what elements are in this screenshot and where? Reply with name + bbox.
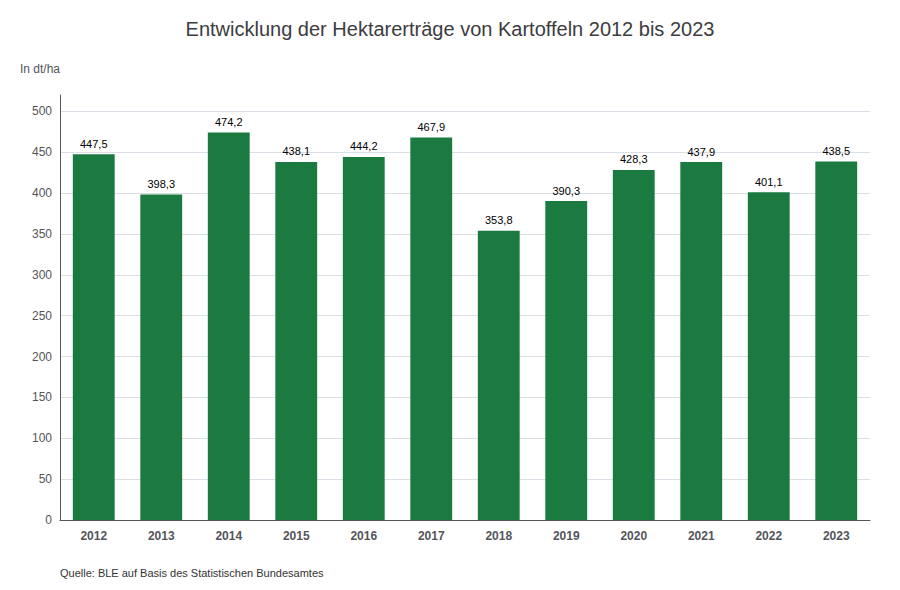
svg-text:2020: 2020 <box>620 529 647 543</box>
svg-text:2012: 2012 <box>80 529 107 543</box>
svg-text:2021: 2021 <box>688 529 715 543</box>
svg-text:150: 150 <box>32 390 52 404</box>
svg-text:2018: 2018 <box>485 529 512 543</box>
svg-text:444,2: 444,2 <box>350 140 378 152</box>
svg-text:428,3: 428,3 <box>620 153 648 165</box>
svg-text:50: 50 <box>39 472 53 486</box>
svg-text:447,5: 447,5 <box>80 138 108 150</box>
svg-text:2014: 2014 <box>215 529 242 543</box>
svg-text:2015: 2015 <box>283 529 310 543</box>
svg-text:2019: 2019 <box>553 529 580 543</box>
svg-text:438,5: 438,5 <box>822 145 850 157</box>
svg-text:467,9: 467,9 <box>417 121 445 133</box>
svg-text:474,2: 474,2 <box>215 116 243 128</box>
svg-text:2013: 2013 <box>148 529 175 543</box>
svg-text:300: 300 <box>32 268 52 282</box>
svg-text:390,3: 390,3 <box>552 185 580 197</box>
svg-text:200: 200 <box>32 350 52 364</box>
svg-text:2023: 2023 <box>823 529 850 543</box>
svg-text:2022: 2022 <box>755 529 782 543</box>
svg-text:In dt/ha: In dt/ha <box>20 62 60 76</box>
svg-text:353,8: 353,8 <box>485 214 513 226</box>
svg-text:250: 250 <box>32 309 52 323</box>
svg-text:2017: 2017 <box>418 529 445 543</box>
svg-text:400: 400 <box>32 186 52 200</box>
svg-text:100: 100 <box>32 431 52 445</box>
svg-text:Quelle: BLE auf Basis des Stat: Quelle: BLE auf Basis des Statistischen … <box>60 567 324 579</box>
svg-text:398,3: 398,3 <box>147 178 175 190</box>
svg-text:350: 350 <box>32 227 52 241</box>
svg-text:450: 450 <box>32 145 52 159</box>
svg-text:0: 0 <box>45 513 52 527</box>
svg-text:401,1: 401,1 <box>755 176 783 188</box>
svg-text:500: 500 <box>32 104 52 118</box>
svg-text:Entwicklung der Hektarerträge: Entwicklung der Hektarerträge von Kartof… <box>186 18 715 40</box>
svg-text:2016: 2016 <box>350 529 377 543</box>
svg-text:438,1: 438,1 <box>282 145 310 157</box>
svg-text:437,9: 437,9 <box>687 146 715 158</box>
